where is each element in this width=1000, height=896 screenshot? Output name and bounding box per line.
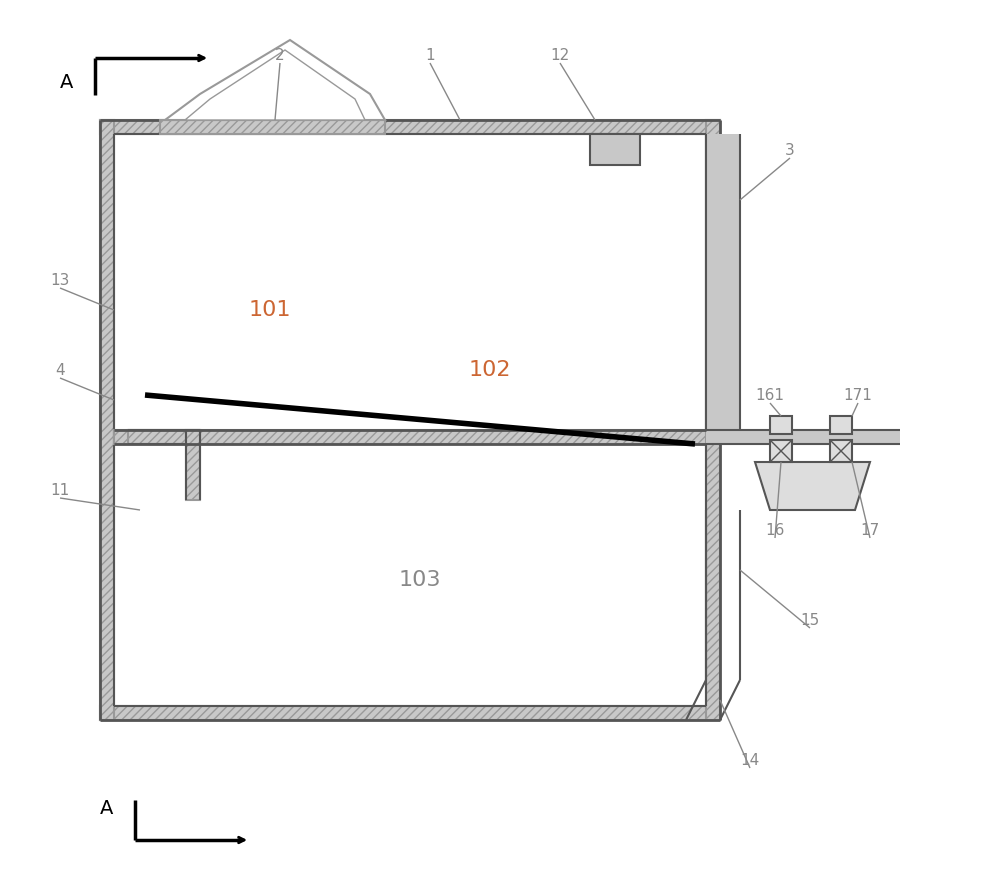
Bar [770,440,792,462]
Text: 17: 17 [860,522,880,538]
Bar [114,430,706,444]
Polygon shape [185,50,365,120]
Bar [114,430,706,444]
Text: 1: 1 [425,47,435,63]
Text: 102: 102 [469,360,511,380]
Bar [160,120,385,134]
Bar [100,706,720,720]
Text: 161: 161 [756,387,784,402]
Bar [706,120,720,720]
Text: 13: 13 [50,272,70,288]
Text: 2: 2 [275,47,285,63]
Bar [706,120,720,720]
Bar [100,120,720,134]
Bar [590,134,640,165]
Bar [590,134,640,165]
Bar [770,440,792,462]
Bar [706,430,900,444]
Bar [186,430,200,500]
Text: 3: 3 [785,142,795,158]
Text: 103: 103 [399,570,441,590]
Text: A: A [100,798,113,817]
Text: 4: 4 [55,363,65,377]
Bar [830,440,852,462]
Bar [128,430,200,444]
Text: 16: 16 [765,522,785,538]
Bar [770,416,792,434]
Bar [830,440,852,462]
Text: 11: 11 [50,483,70,497]
Bar [100,120,720,134]
Polygon shape [755,462,870,510]
Text: A: A [60,73,73,91]
Polygon shape [165,40,385,120]
Bar [128,430,200,444]
Bar [100,706,720,720]
Text: 14: 14 [740,753,760,768]
Bar [100,120,114,720]
Bar [830,416,852,434]
Text: 12: 12 [550,47,570,63]
Bar [100,120,114,720]
Bar [186,430,200,500]
Bar [160,120,385,134]
Bar [706,134,740,430]
Text: 171: 171 [844,387,872,402]
Text: 15: 15 [800,613,820,627]
Text: 101: 101 [249,300,291,320]
